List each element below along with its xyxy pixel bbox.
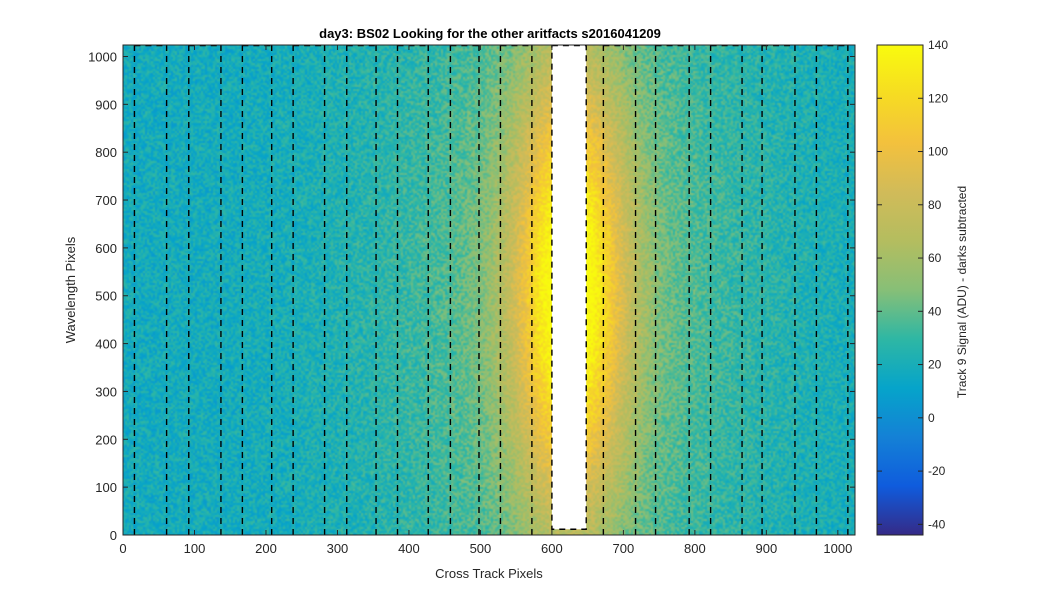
colorbar-label: Track 9 Signal (ADU) - darks subtracted (955, 186, 969, 398)
y-tick-label: 200 (95, 432, 117, 447)
x-tick-label: 300 (327, 541, 349, 556)
x-axis: 0 100 200 300 400 500 600 700 800 900 1000 (119, 45, 852, 556)
colorbar-tick-label: 120 (928, 91, 948, 105)
y-tick-label: 500 (95, 289, 117, 304)
x-tick-label: 400 (398, 541, 420, 556)
colorbar-tick-label: 80 (928, 198, 942, 212)
y-tick-label: 800 (95, 145, 117, 160)
colorbar-tick-label: 0 (928, 411, 935, 425)
colorbar-bar (876, 44, 924, 536)
y-tick-label: 400 (95, 337, 117, 352)
x-tick-label: 700 (613, 541, 635, 556)
colorbar-tick-label: 140 (928, 38, 948, 52)
x-axis-label: Cross Track Pixels (435, 566, 543, 581)
y-tick-label: 600 (95, 241, 117, 256)
x-tick-label: 900 (756, 541, 778, 556)
y-axis: 0 100 200 300 400 500 600 700 800 900 1000 (88, 49, 855, 543)
colorbar-tick-label: 40 (928, 304, 942, 318)
plot-frame (122, 44, 856, 536)
x-tick-label: 500 (470, 541, 492, 556)
y-tick-label: 100 (95, 480, 117, 495)
chart-title: day3: BS02 Looking for the other aritfac… (319, 26, 661, 41)
colorbar-ticks: -40 -20 0 20 40 60 80 100 120 140 (877, 38, 948, 531)
x-tick-label: 600 (541, 541, 563, 556)
colorbar: -40 -20 0 20 40 60 80 100 120 140 Track 9 Signal … (876, 38, 969, 536)
colorbar-tick-label: -20 (928, 464, 946, 478)
y-tick-label: 1000 (88, 49, 117, 64)
heatmap-image (123, 45, 855, 535)
y-tick-label: 900 (95, 97, 117, 112)
colorbar-tick-label: 100 (928, 145, 948, 159)
x-tick-label: 0 (119, 541, 126, 556)
y-tick-label: 0 (110, 528, 117, 543)
x-tick-label: 200 (255, 541, 277, 556)
x-tick-label: 100 (184, 541, 206, 556)
x-tick-label: 800 (684, 541, 706, 556)
y-tick-label: 700 (95, 193, 117, 208)
y-axis-label: Wavelength Pixels (63, 236, 78, 343)
saturated-region (551, 45, 587, 530)
colorbar-tick-label: 60 (928, 251, 942, 265)
x-tick-label: 1000 (823, 541, 852, 556)
plot-area: 0 100 200 300 400 500 600 700 800 900 1000 0 100 200… (88, 44, 856, 556)
colorbar-tick-label: -40 (928, 517, 946, 531)
dashed-lines (133, 44, 849, 535)
dashed-box (551, 44, 587, 530)
colorbar-tick-label: 20 (928, 358, 942, 372)
y-tick-label: 300 (95, 384, 117, 399)
